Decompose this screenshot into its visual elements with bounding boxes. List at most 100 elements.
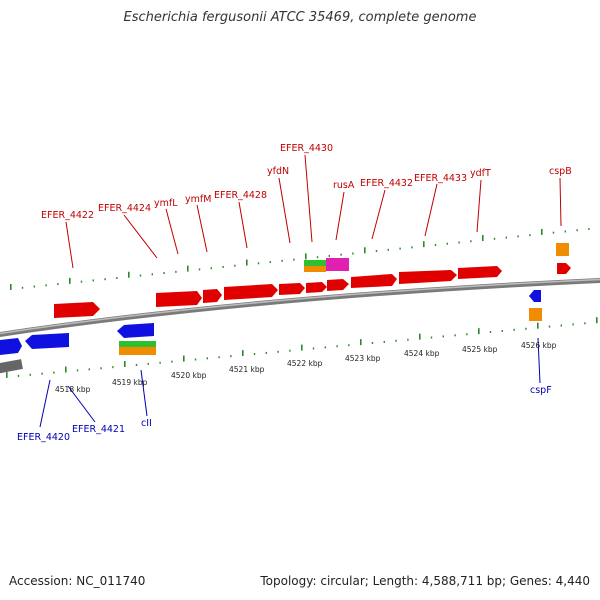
gene-EFER-4422[interactable]	[54, 302, 100, 318]
label-yfdN: yfdN	[267, 166, 289, 177]
minor-tick	[265, 351, 267, 354]
minor-tick	[552, 231, 555, 234]
scale-label-4526: 4526 kbp	[521, 341, 557, 350]
gene-cspF[interactable]	[529, 290, 541, 302]
gene-cII[interactable]	[117, 323, 154, 338]
major-tick	[242, 350, 244, 357]
minor-tick	[371, 342, 374, 345]
minor-tick	[430, 336, 433, 339]
minor-tick	[493, 237, 496, 240]
feature-magenta	[326, 258, 349, 271]
scale-label-4523: 4523 kbp	[345, 354, 381, 363]
major-tick	[360, 339, 362, 346]
major-tick	[301, 344, 303, 351]
gene-EFER-4428[interactable]	[279, 283, 305, 295]
label-EFER-4421: EFER_4421	[72, 424, 125, 435]
minor-tick	[446, 242, 448, 245]
major-tick	[537, 322, 539, 329]
scale-label-4519: 4519 kbp	[112, 378, 148, 387]
minor-tick	[151, 273, 153, 276]
minor-tick	[112, 366, 114, 369]
minor-tick	[489, 331, 492, 334]
minor-tick	[206, 357, 208, 360]
minor-tick	[399, 247, 401, 250]
gene-cspB[interactable]	[557, 263, 571, 274]
minor-tick	[29, 373, 31, 376]
minor-tick	[171, 360, 173, 363]
gene-ymfL[interactable]	[203, 289, 222, 303]
minor-tick	[139, 274, 142, 277]
forward-genes	[54, 263, 571, 318]
chromosome-backbone	[0, 277, 600, 338]
minor-tick	[116, 276, 118, 279]
major-tick	[65, 366, 67, 373]
forward-leader-lines	[65, 154, 562, 269]
minor-tick	[560, 324, 562, 327]
scale-label-4522: 4522 kbp	[287, 359, 323, 368]
label-EFER-4432: EFER_4432	[360, 178, 413, 189]
minor-tick	[147, 362, 149, 365]
label-cspF: cspF	[530, 385, 552, 396]
minor-tick	[163, 272, 165, 275]
feature-orange-upper	[304, 266, 326, 272]
gene-EFER-4430[interactable]	[327, 279, 349, 291]
minor-tick	[135, 363, 138, 366]
minor-tick	[222, 265, 224, 268]
topology-label: Topology: circular; Length: 4,588,711 bp…	[260, 574, 590, 588]
gene-EFER-4420[interactable]	[0, 338, 22, 355]
major-tick	[6, 372, 8, 378]
major-tick	[596, 317, 598, 324]
minor-tick	[230, 355, 232, 358]
gene-EFER-4424[interactable]	[156, 291, 202, 307]
minor-tick	[324, 346, 326, 349]
gene-rusA[interactable]	[351, 274, 397, 288]
minor-tick	[584, 322, 586, 325]
minor-tick	[454, 334, 456, 337]
minor-tick	[434, 243, 437, 246]
minor-tick	[17, 374, 20, 377]
minor-tick	[336, 345, 338, 348]
minor-tick	[21, 286, 24, 289]
minor-tick	[289, 349, 291, 352]
gene-EFER-4433[interactable]	[458, 266, 502, 279]
gene-EFER-4432[interactable]	[399, 270, 457, 284]
label-EFER-4424: EFER_4424	[98, 203, 151, 214]
minor-tick	[395, 339, 397, 342]
major-tick	[419, 333, 421, 340]
minor-tick	[88, 368, 90, 371]
minor-tick	[269, 261, 271, 264]
major-tick	[482, 235, 484, 242]
minor-tick	[41, 372, 43, 375]
major-tick	[124, 361, 126, 368]
minor-tick	[564, 230, 566, 233]
gene-EFER-4421[interactable]	[25, 333, 69, 349]
feature-orange-cspB	[556, 243, 569, 256]
feature-green-upper	[304, 260, 326, 266]
chromosome-backbone-highlight	[0, 278, 600, 335]
major-tick	[128, 271, 130, 278]
minor-tick	[576, 229, 578, 232]
feature-orange-cspF	[529, 308, 542, 321]
gene-ymfM[interactable]	[224, 284, 278, 300]
label-EFER-4430: EFER_4430	[280, 143, 333, 154]
scale-labels: 4518 kbp 4519 kbp 4520 kbp 4521 kbp 4522…	[55, 341, 557, 394]
minor-tick	[328, 254, 330, 257]
minor-tick	[253, 352, 256, 355]
major-tick	[69, 277, 71, 284]
scale-label-4524: 4524 kbp	[404, 349, 440, 358]
minor-tick	[198, 268, 201, 271]
minor-tick	[218, 356, 220, 359]
label-EFER-4422: EFER_4422	[41, 210, 94, 221]
gene-yfdN[interactable]	[306, 282, 327, 293]
minor-tick	[466, 333, 468, 336]
minor-tick	[348, 344, 350, 347]
major-tick	[541, 228, 543, 235]
minor-tick	[53, 371, 55, 374]
label-cspB: cspB	[549, 166, 572, 177]
minor-tick	[458, 241, 460, 244]
minor-tick	[375, 250, 378, 253]
minor-tick	[210, 267, 212, 270]
minor-tick	[517, 235, 519, 238]
minor-tick	[293, 258, 295, 261]
